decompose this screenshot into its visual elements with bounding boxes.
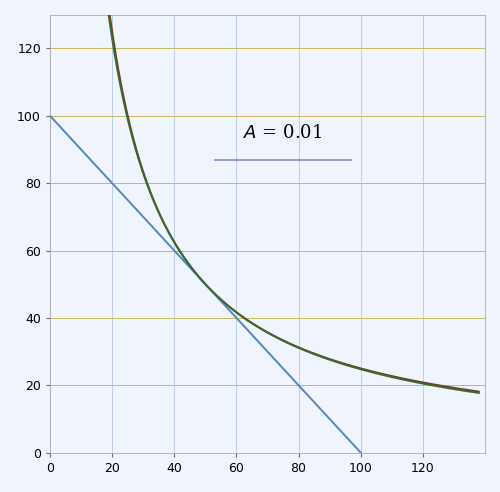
Text: $\mathit{A}$ = 0.01: $\mathit{A}$ = 0.01 xyxy=(244,123,322,142)
